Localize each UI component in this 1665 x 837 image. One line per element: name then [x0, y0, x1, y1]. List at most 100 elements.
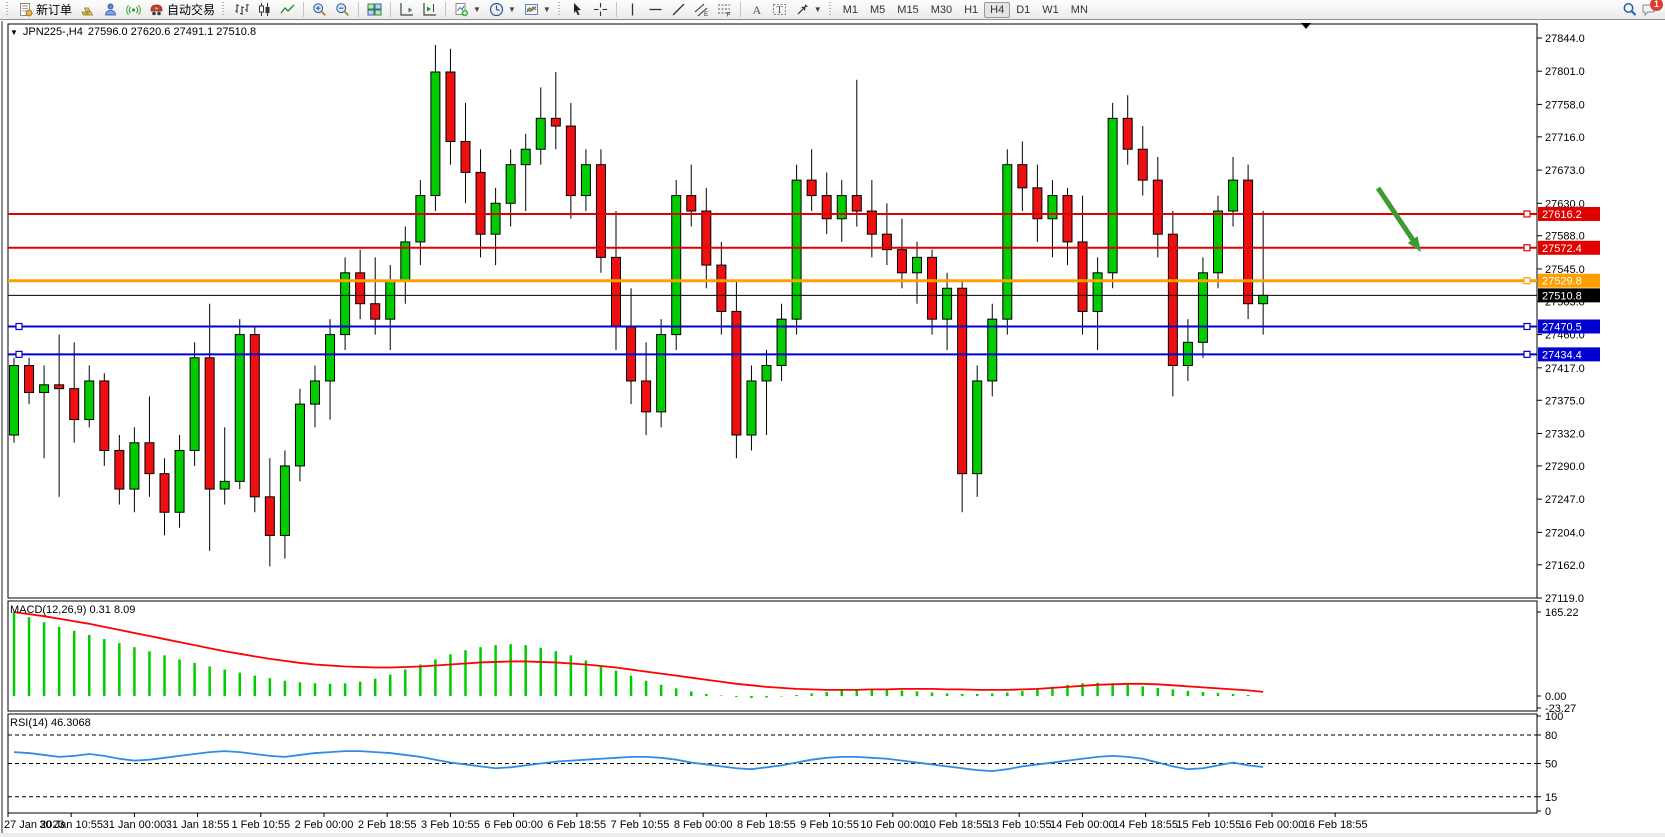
periods-dropdown[interactable]: ▼ — [485, 1, 520, 19]
svg-text:8 Feb 18:55: 8 Feb 18:55 — [737, 819, 796, 831]
timeframe-h4[interactable]: H4 — [984, 1, 1011, 18]
toolbar-grip[interactable] — [828, 2, 834, 17]
text-icon: A — [752, 3, 761, 17]
toolbar-grip[interactable] — [557, 2, 563, 17]
svg-text:27758.0: 27758.0 — [1545, 99, 1585, 111]
text-button[interactable]: A — [745, 1, 768, 19]
tile-windows-icon — [367, 3, 382, 16]
svg-text:10 Feb 00:00: 10 Feb 00:00 — [860, 819, 925, 831]
add-indicator-dropdown[interactable]: ▼ — [450, 1, 485, 19]
svg-text:27434.4: 27434.4 — [1542, 349, 1582, 361]
svg-text:16 Feb 00:00: 16 Feb 00:00 — [1240, 819, 1305, 831]
svg-text:T: T — [776, 5, 782, 16]
svg-text:27545.0: 27545.0 — [1545, 264, 1585, 276]
arrows-icon — [797, 4, 808, 15]
svg-text:E: E — [704, 11, 709, 17]
equidistant-channel-icon: E — [694, 3, 709, 17]
svg-text:31 Jan 00:00: 31 Jan 00:00 — [103, 819, 167, 831]
svg-text:15 Feb 10:55: 15 Feb 10:55 — [1176, 819, 1241, 831]
chart-canvas[interactable]: 27844.027801.027758.027716.027673.027630… — [0, 21, 1665, 837]
window-bottom-strip — [0, 833, 1665, 837]
svg-text:27162.0: 27162.0 — [1545, 560, 1585, 572]
svg-text:27572.4: 27572.4 — [1542, 243, 1582, 255]
toolbar-grip[interactable] — [222, 2, 228, 17]
new-order-label: 新订单 — [36, 3, 73, 17]
chart-shift-button[interactable] — [418, 1, 441, 19]
gold-box-icon — [81, 7, 94, 16]
broadcast-icon — [126, 4, 141, 16]
macd-current-values: 0.31 8.09 — [89, 604, 136, 616]
auto-scroll-icon — [400, 3, 414, 16]
svg-text:27375.0: 27375.0 — [1545, 395, 1585, 407]
svg-text:13 Feb 10:55: 13 Feb 10:55 — [987, 819, 1052, 831]
tile-windows-button[interactable] — [363, 1, 386, 19]
svg-text:27204.0: 27204.0 — [1545, 527, 1585, 539]
candlestick-mode-button[interactable] — [253, 1, 276, 19]
svg-text:16 Feb 18:55: 16 Feb 18:55 — [1303, 819, 1368, 831]
auto-scroll-button[interactable] — [395, 1, 418, 19]
timeframe-d1[interactable]: D1 — [1010, 2, 1036, 18]
svg-text:27801.0: 27801.0 — [1545, 66, 1585, 78]
svg-text:1 Feb 10:55: 1 Feb 10:55 — [231, 819, 290, 831]
dropdown-caret: ▼ — [813, 5, 822, 14]
timeframe-w1[interactable]: W1 — [1036, 2, 1065, 18]
svg-text:27716.0: 27716.0 — [1545, 132, 1585, 144]
svg-text:-23.27: -23.27 — [1545, 703, 1576, 715]
chat-button[interactable]: 1 — [1641, 0, 1663, 17]
text-label-icon: T — [772, 4, 786, 16]
fibonacci-button[interactable]: F — [713, 1, 736, 19]
zoom-in-button[interactable] — [308, 1, 331, 19]
trendline-icon — [672, 3, 685, 16]
timeframe-m1[interactable]: M1 — [837, 2, 864, 18]
svg-text:A: A — [752, 3, 761, 17]
timeframe-m5[interactable]: M5 — [864, 2, 891, 18]
clock-icon — [489, 2, 504, 17]
new-order-button[interactable]: 新订单 — [14, 1, 76, 19]
market-depth-button[interactable] — [76, 1, 99, 19]
svg-text:27332.0: 27332.0 — [1545, 428, 1585, 440]
svg-text:27588.0: 27588.0 — [1545, 231, 1585, 243]
horizontal-line-button[interactable] — [644, 1, 667, 19]
svg-text:100: 100 — [1545, 711, 1563, 723]
window-left-edge — [1, 21, 3, 837]
autotrade-button[interactable]: 自动交易 — [145, 1, 219, 19]
crosshair-button[interactable] — [589, 1, 612, 19]
text-label-button[interactable]: T — [768, 1, 791, 19]
timeframe-h1[interactable]: H1 — [958, 2, 984, 18]
template-icon — [524, 4, 538, 15]
svg-text:27119.0: 27119.0 — [1545, 593, 1584, 605]
timeframe-mn[interactable]: MN — [1065, 2, 1094, 18]
notification-badge: 1 — [1650, 0, 1663, 11]
signals-button[interactable] — [122, 1, 145, 19]
templates-dropdown[interactable]: ▼ — [520, 1, 555, 19]
horizontal-line-icon — [649, 8, 662, 11]
dropdown-caret: ▼ — [507, 5, 516, 14]
svg-text:14 Feb 00:00: 14 Feb 00:00 — [1050, 819, 1115, 831]
svg-text:0: 0 — [1545, 806, 1551, 818]
vertical-line-button[interactable] — [621, 1, 644, 19]
channel-button[interactable]: E — [690, 1, 713, 19]
svg-text:9 Feb 10:55: 9 Feb 10:55 — [800, 819, 859, 831]
autotrade-icon — [150, 4, 163, 16]
svg-text:27510.8: 27510.8 — [1542, 290, 1582, 302]
trendline-button[interactable] — [667, 1, 690, 19]
timeframe-m30[interactable]: M30 — [925, 2, 958, 18]
svg-text:27290.0: 27290.0 — [1545, 461, 1585, 473]
line-chart-mode-button[interactable] — [276, 1, 299, 19]
svg-text:80: 80 — [1545, 730, 1557, 742]
bar-chart-mode-button[interactable] — [230, 1, 253, 19]
candlestick-icon — [259, 3, 270, 16]
arrows-dropdown[interactable]: ▼ — [791, 1, 826, 19]
community-button[interactable] — [99, 1, 122, 19]
chart-window: ▼ JPN225-,H4 27596.0 27620.6 27491.1 275… — [0, 21, 1665, 837]
cursor-button[interactable] — [566, 1, 589, 19]
zoom-out-button[interactable] — [331, 1, 354, 19]
search-button[interactable] — [1618, 1, 1641, 19]
toolbar-grip[interactable] — [6, 2, 11, 17]
svg-text:8 Feb 00:00: 8 Feb 00:00 — [674, 819, 733, 831]
chart-shift-icon — [423, 3, 437, 16]
symbol-dropdown-icon[interactable]: ▼ — [10, 27, 18, 37]
svg-text:165.22: 165.22 — [1545, 607, 1579, 619]
symbol-period-label: JPN225-,H4 — [22, 26, 83, 38]
timeframe-m15[interactable]: M15 — [891, 2, 924, 18]
